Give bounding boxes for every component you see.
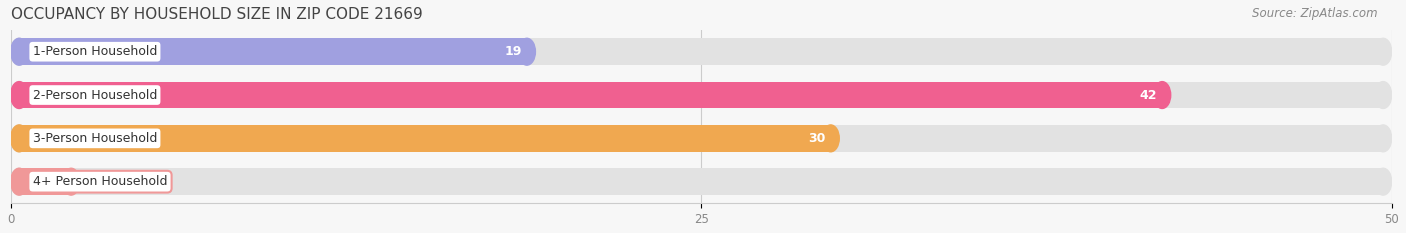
Circle shape (519, 38, 536, 65)
Text: 19: 19 (505, 45, 522, 58)
Bar (20, 168, 1384, 195)
Circle shape (11, 82, 28, 109)
Circle shape (11, 125, 28, 152)
Circle shape (1375, 168, 1392, 195)
Bar (20, 82, 1384, 109)
Circle shape (11, 82, 28, 109)
Text: OCCUPANCY BY HOUSEHOLD SIZE IN ZIP CODE 21669: OCCUPANCY BY HOUSEHOLD SIZE IN ZIP CODE … (11, 7, 422, 22)
Bar (20, 125, 1384, 152)
Circle shape (1153, 82, 1171, 109)
Bar (20, 38, 527, 65)
Bar (20, 38, 1384, 65)
Bar (20, 82, 1163, 109)
Circle shape (11, 125, 28, 152)
Circle shape (62, 168, 80, 195)
Circle shape (11, 168, 28, 195)
Text: 42: 42 (1139, 89, 1157, 102)
Circle shape (11, 38, 28, 65)
Text: 3-Person Household: 3-Person Household (32, 132, 157, 145)
Bar (20, 125, 831, 152)
Text: 30: 30 (808, 132, 825, 145)
Circle shape (1375, 38, 1392, 65)
Circle shape (11, 38, 28, 65)
Circle shape (11, 168, 28, 195)
Text: 0: 0 (101, 175, 111, 188)
Text: 4+ Person Household: 4+ Person Household (32, 175, 167, 188)
Bar (20, 168, 72, 195)
Text: 2-Person Household: 2-Person Household (32, 89, 157, 102)
Circle shape (1375, 82, 1392, 109)
Text: Source: ZipAtlas.com: Source: ZipAtlas.com (1253, 7, 1378, 20)
Text: 1-Person Household: 1-Person Household (32, 45, 157, 58)
Circle shape (1375, 125, 1392, 152)
Circle shape (823, 125, 839, 152)
